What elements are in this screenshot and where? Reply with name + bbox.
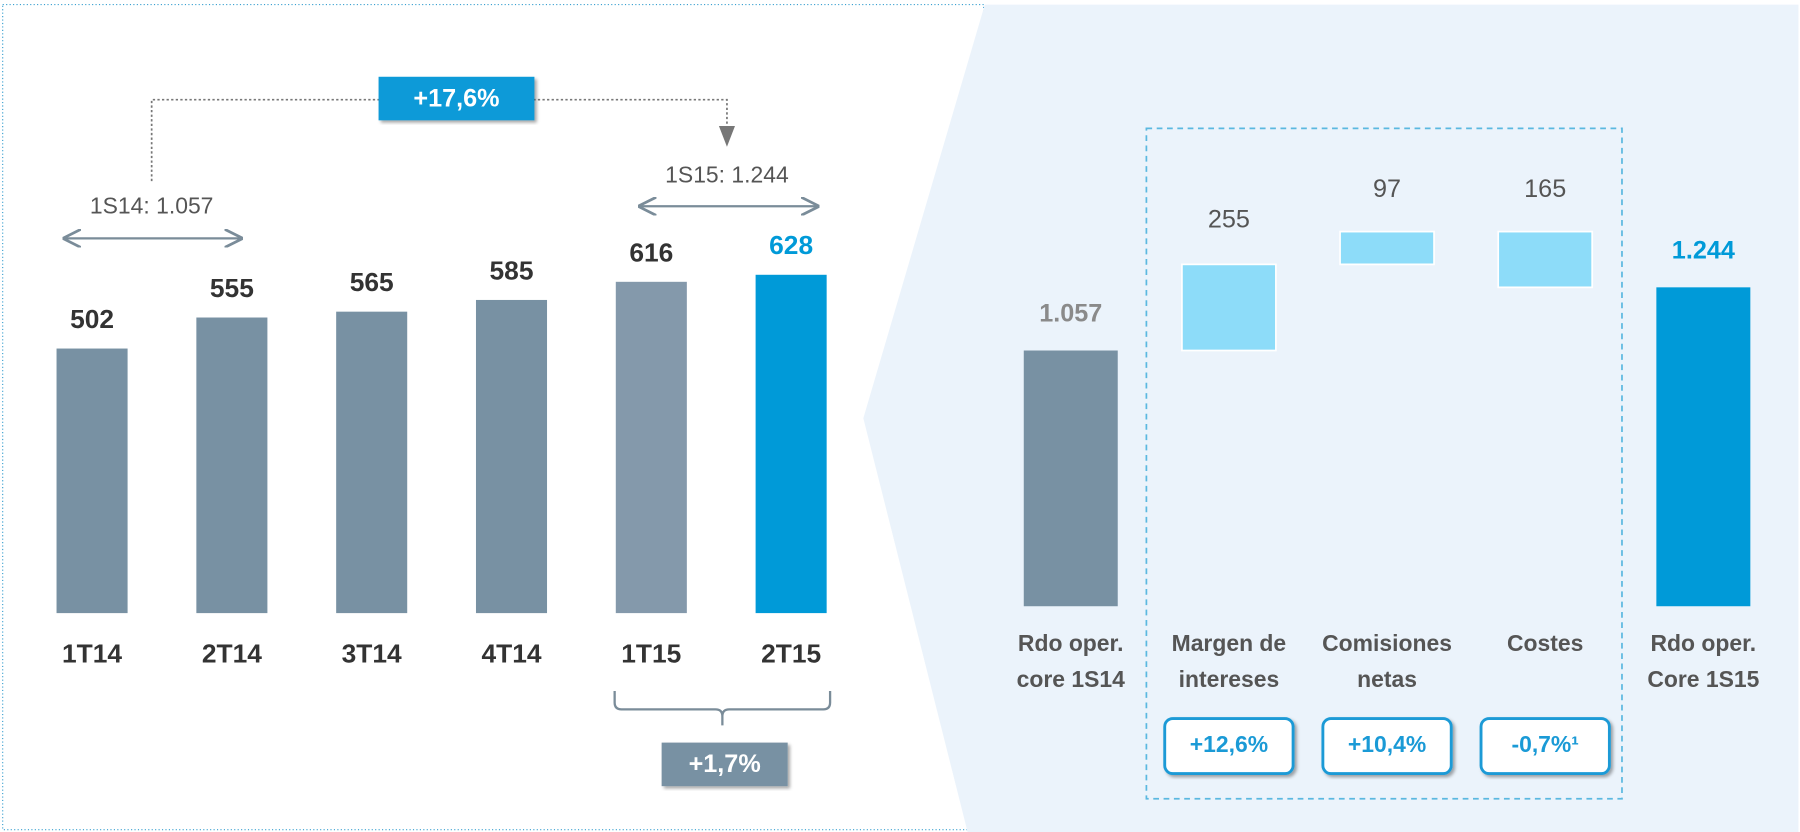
bar	[1497, 230, 1594, 289]
bar	[615, 281, 687, 614]
delta-badge	[1163, 717, 1295, 775]
bar	[1656, 287, 1751, 607]
growth-badge	[378, 76, 535, 121]
bar	[1181, 263, 1277, 352]
x-tick-label: core 1S14	[1017, 666, 1126, 692]
value-label: 565	[350, 267, 394, 297]
value-label: 628	[769, 230, 813, 260]
x-tick-label: Rdo oper.	[1651, 630, 1757, 656]
x-tick-label: 4T14	[481, 638, 541, 668]
range-label: 1S14: 1.057	[90, 192, 214, 218]
x-tick-label: 2T14	[202, 638, 262, 668]
bar	[475, 299, 548, 614]
x-tick-label: 1T14	[62, 638, 122, 668]
x-tick-label: 3T14	[342, 638, 402, 668]
value-label: 555	[210, 273, 254, 303]
delta-badge-text: +12,6%	[1190, 731, 1268, 757]
right-panel	[863, 4, 1799, 832]
x-tick-label: netas	[1357, 666, 1417, 692]
brace	[613, 691, 832, 726]
value-label: 616	[629, 237, 673, 267]
x-tick-label: Comisiones	[1322, 630, 1452, 656]
delta-badge	[1321, 717, 1453, 775]
x-tick-label: intereses	[1179, 666, 1280, 692]
x-tick-label: Costes	[1507, 630, 1583, 656]
range-label: 1S15: 1.244	[665, 162, 789, 188]
x-tick-label: Core 1S15	[1647, 666, 1759, 692]
bar	[1023, 350, 1118, 607]
x-tick-label: Margen de	[1172, 630, 1287, 656]
growth-text: +17,6%	[413, 84, 499, 112]
delta-badge	[1479, 717, 1611, 775]
delta-box	[1145, 127, 1623, 800]
x-tick-label: 1T15	[621, 638, 681, 668]
bar	[196, 317, 268, 614]
value-label: 1.244	[1672, 236, 1735, 264]
bar	[1339, 230, 1435, 266]
value-label: 502	[70, 304, 114, 334]
x-tick-label: 2T15	[761, 638, 821, 668]
quarter-badge	[661, 742, 788, 787]
arrow-head	[718, 126, 735, 147]
x-tick-label: Rdo oper.	[1018, 630, 1124, 656]
value-label: 165	[1524, 175, 1566, 203]
bar	[336, 311, 408, 614]
bar	[56, 348, 128, 614]
quarter-text: +1,7%	[689, 750, 761, 778]
value-label: 1.057	[1039, 300, 1102, 328]
value-label: 585	[490, 255, 534, 285]
bar	[755, 274, 827, 614]
value-label: 97	[1373, 175, 1401, 203]
value-label: 255	[1208, 205, 1250, 233]
delta-badge-text: -0,7%¹	[1511, 731, 1578, 757]
delta-badge-text: +10,4%	[1348, 731, 1426, 757]
